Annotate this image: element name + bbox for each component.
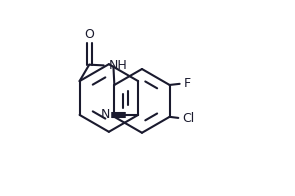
Text: Cl: Cl xyxy=(182,112,194,125)
Text: O: O xyxy=(84,28,94,42)
Text: F: F xyxy=(183,77,191,90)
Text: N: N xyxy=(101,108,111,121)
Text: NH: NH xyxy=(109,59,127,72)
